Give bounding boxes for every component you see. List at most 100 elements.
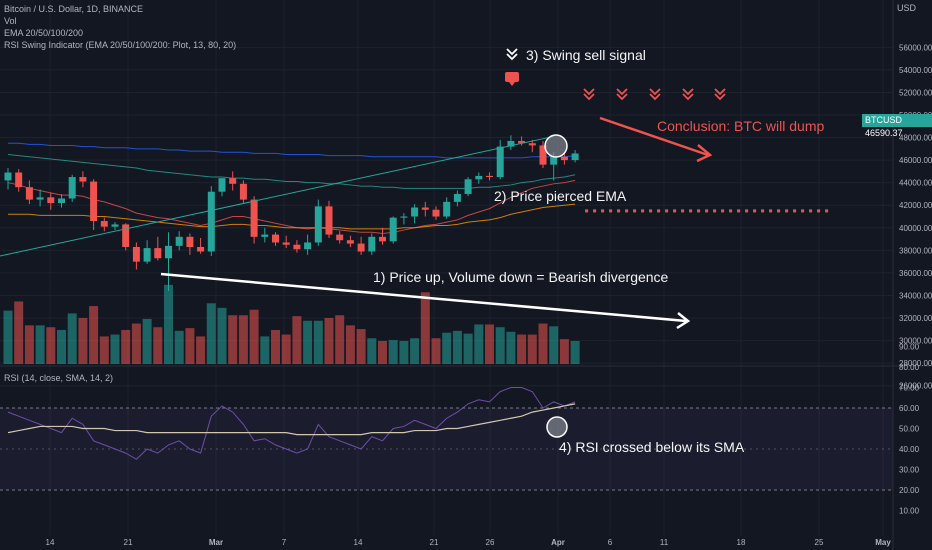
candle-body [154, 248, 162, 259]
sell-chevron-icon [714, 93, 726, 101]
volume-bar [410, 338, 420, 364]
candle-body [486, 175, 493, 178]
candle-body [346, 240, 354, 244]
conclusion-arrowhead [696, 144, 713, 163]
sell-signal-marker [505, 72, 519, 82]
price-tick-label: 42000.00 [899, 201, 932, 210]
volume-bar [249, 309, 259, 364]
ema200-line [8, 142, 576, 159]
volume-bar [527, 334, 537, 364]
candle-body [571, 153, 579, 161]
candle-body [432, 209, 440, 217]
volume-bar [78, 318, 88, 364]
time-tick-label: 18 [737, 538, 746, 547]
sell-chevron-icon [714, 88, 726, 96]
candle-body [79, 177, 87, 182]
currency-button[interactable]: USD [897, 3, 917, 13]
volume-bar [345, 325, 355, 364]
candle-body [47, 197, 55, 203]
volume-bar [99, 336, 109, 364]
volume-bar [131, 323, 141, 364]
candle-body [250, 199, 258, 237]
rsi-tick-label: 50.00 [899, 425, 920, 434]
volume-bar [313, 320, 323, 364]
price-tick-label: 56000.00 [899, 43, 932, 52]
rsi-lines [7, 387, 576, 460]
candle-body [143, 248, 151, 262]
candle-body [304, 242, 312, 250]
sell-chevron-icon [682, 88, 694, 96]
vol-label: Vol [4, 16, 17, 26]
volume-bar [292, 316, 302, 364]
ema-pierce-circle [544, 134, 568, 158]
volume-bar [367, 338, 377, 364]
rsi-tick-label: 90.00 [899, 343, 920, 352]
sell-chevron-icon [616, 88, 628, 96]
signal-annotation: 3) Swing sell signal [526, 47, 646, 63]
candle-body [357, 243, 365, 252]
candle-body [496, 146, 504, 178]
rsi-line [7, 387, 576, 460]
candles [4, 135, 579, 291]
time-tick-label: 21 [124, 538, 133, 547]
time-tick-label: 25 [815, 538, 824, 547]
volume-bar [485, 324, 494, 364]
volume-bar [89, 306, 99, 364]
volume-bar [495, 327, 505, 364]
volume-bar [206, 303, 216, 364]
price-tick-label: 44000.00 [899, 179, 932, 188]
price-tick-label: 26000.00 [899, 382, 932, 391]
volume-bar [164, 284, 173, 364]
volume-bar [14, 301, 24, 364]
ema20-line [7, 179, 576, 234]
candle-body [389, 217, 397, 242]
candle-body [453, 193, 461, 202]
time-tick-label: May [875, 538, 891, 547]
candle-body [175, 236, 183, 246]
signal-chevron-icon [506, 53, 518, 61]
price-tick-label: 40000.00 [899, 224, 932, 233]
time-tick-label: 21 [430, 538, 439, 547]
volume-bar [67, 313, 77, 364]
divergence-arrowhead [676, 312, 691, 330]
rsi-sma-line [7, 403, 576, 436]
rsi-tick-label: 80.00 [899, 363, 920, 372]
candle-body [122, 224, 130, 247]
candle-body [325, 206, 333, 235]
time-tick-label: Apr [551, 538, 565, 547]
volume-bar [517, 334, 527, 364]
price-tick-label: 36000.00 [899, 269, 932, 278]
price-axis: 26000.00 28000.00 30000.00 32000.00 34000.00… [899, 43, 932, 515]
rsi-tick-label: 10.00 [899, 507, 920, 516]
volume-bar [24, 325, 34, 364]
conclusion-annotation: Conclusion: BTC will dump [657, 118, 825, 134]
volume-bar [399, 341, 409, 364]
candle-body [282, 242, 290, 245]
volume-bar [142, 318, 152, 364]
candle-body [368, 236, 376, 252]
candle-body [475, 175, 483, 180]
price-tick-label: 38000.00 [899, 246, 932, 255]
volume-bar [153, 327, 163, 364]
volume-bar [324, 318, 334, 364]
volume-bar [281, 334, 291, 364]
price-tick-label: 28000.00 [899, 359, 932, 368]
volume-bar [121, 329, 131, 364]
candle-body [518, 140, 526, 144]
candle-body [421, 207, 429, 210]
sell-chevron-icon [682, 93, 694, 101]
ema100-line [7, 153, 576, 189]
rsi-label: RSI (14, close, SMA, 14, 2) [4, 373, 114, 383]
candle-body [36, 197, 44, 200]
volume-bar [303, 320, 313, 364]
volume-bar [442, 332, 452, 364]
volume-bar [3, 310, 13, 364]
time-tick-label: 14 [46, 538, 55, 547]
time-tick-label: 26 [486, 538, 495, 547]
candle-body [443, 201, 451, 217]
volume-bar [506, 331, 516, 364]
volume-bar [559, 339, 569, 364]
rsi-tick-label: 20.00 [899, 486, 920, 495]
volume-bar [474, 324, 484, 364]
volume-bar [549, 326, 559, 364]
